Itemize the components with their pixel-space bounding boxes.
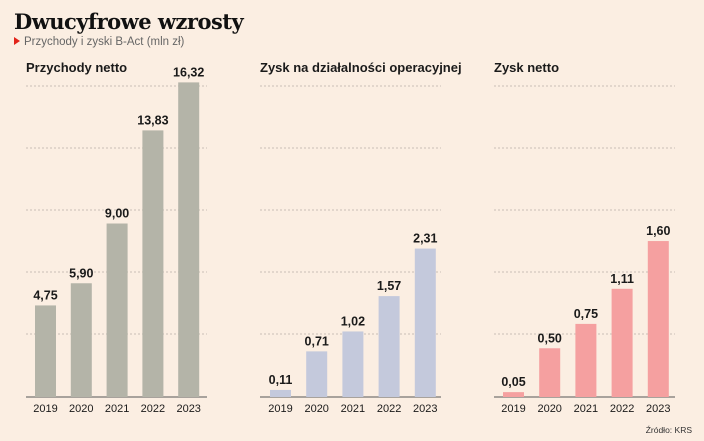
- x-tick-label: 2020: [537, 403, 561, 415]
- x-tick-label: 2019: [33, 403, 57, 415]
- x-tick-label: 2022: [141, 403, 165, 415]
- panel-title: Przychody netto: [26, 60, 127, 75]
- bar-2023: [647, 241, 669, 397]
- data-label: 0,05: [501, 375, 525, 389]
- x-tick-label: 2023: [646, 403, 670, 415]
- panel-title: Zysk na działalności operacyjnej: [260, 60, 462, 75]
- data-label: 0,75: [574, 307, 598, 321]
- x-tick-label: 2019: [268, 403, 292, 415]
- x-tick-label: 2021: [341, 403, 365, 415]
- x-tick-label: 2023: [176, 403, 200, 415]
- x-tick-label: 2021: [105, 403, 129, 415]
- bar-2019: [503, 392, 524, 397]
- data-label: 0,50: [538, 331, 562, 345]
- bar-2022: [142, 130, 164, 397]
- bar-2022: [611, 288, 633, 397]
- data-label: 13,83: [137, 113, 168, 127]
- subtitle-text: Przychody i zyski B-Act (mln zł): [24, 36, 185, 48]
- x-tick-label: 2020: [304, 403, 328, 415]
- x-tick-label: 2021: [574, 403, 598, 415]
- x-tick-label: 2022: [610, 403, 634, 415]
- bar-2023: [178, 82, 200, 398]
- data-label: 5,90: [69, 266, 93, 280]
- bar-2020: [70, 283, 92, 397]
- x-tick-label: 2023: [413, 403, 437, 415]
- data-label: 16,32: [173, 65, 204, 79]
- data-label: 1,57: [377, 279, 401, 293]
- chart-panel-2: Zysk na działalności operacyjnej 0,11 2019…: [260, 60, 462, 415]
- bar-2021: [106, 223, 128, 397]
- bar-2020: [306, 351, 328, 397]
- data-label: 0,11: [269, 373, 293, 387]
- red-triangle-icon: [14, 37, 20, 45]
- data-label: 2,31: [413, 232, 437, 246]
- chart-title: Dwucyfrowe wzrosty: [14, 9, 244, 34]
- chart-panel-3: Zysk netto 0,05 2019 0,50 2020 0,75 2021 1,11 20…: [494, 60, 675, 415]
- data-label: 4,75: [33, 288, 57, 302]
- source-note: Źródło: KRS: [645, 425, 692, 435]
- x-tick-label: 2022: [377, 403, 401, 415]
- data-label: 0,71: [305, 334, 329, 348]
- bar-2019: [270, 389, 291, 397]
- chart-subtitle: Przychody i zyski B-Act (mln zł): [14, 36, 184, 48]
- data-label: 1,60: [646, 224, 670, 238]
- bar-2020: [539, 348, 561, 397]
- panel-title: Zysk netto: [494, 60, 559, 75]
- chart-panel-1: Przychody netto 4,75 2019 5,90 2020 9,00 2021 1…: [26, 60, 207, 415]
- data-label: 1,02: [341, 314, 365, 328]
- x-tick-label: 2020: [69, 403, 93, 415]
- bar-2023: [414, 248, 436, 397]
- x-tick-label: 2019: [501, 403, 525, 415]
- bar-2022: [378, 296, 400, 397]
- bar-2021: [342, 331, 364, 397]
- bar-2019: [35, 305, 56, 397]
- data-label: 9,00: [105, 207, 129, 221]
- data-label: 1,11: [610, 272, 634, 286]
- bar-2021: [575, 323, 597, 397]
